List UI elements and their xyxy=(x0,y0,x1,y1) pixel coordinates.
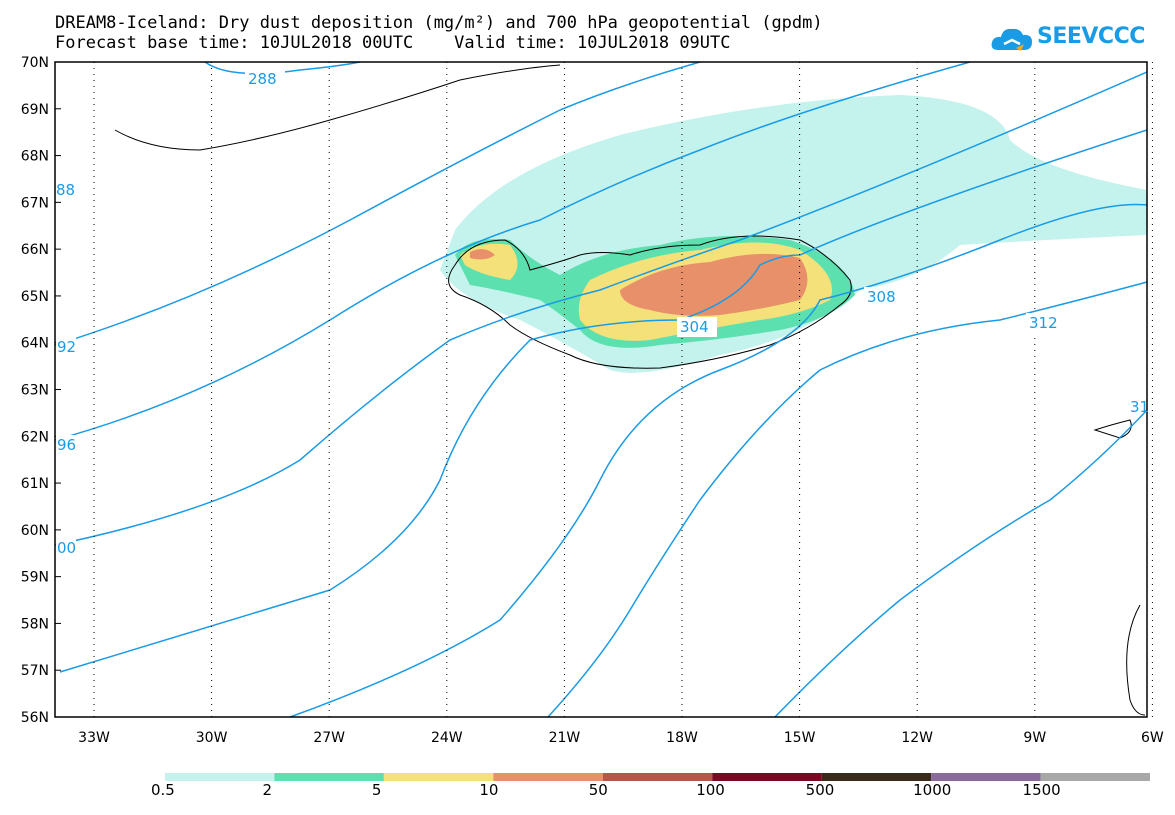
legend-swatch xyxy=(712,773,822,781)
logo-text: SEEVCCC xyxy=(1037,24,1145,49)
lat-label: 66N xyxy=(21,242,49,258)
lat-label: 58N xyxy=(21,616,49,632)
lon-label: 9W xyxy=(1023,730,1046,746)
map-title: DREAM8-Iceland: Dry dust deposition (mg/… xyxy=(55,13,823,33)
lon-label: 15W xyxy=(784,730,816,746)
legend-label: 50 xyxy=(588,781,608,799)
contour-312 xyxy=(547,281,1148,718)
lon-label: 33W xyxy=(78,730,110,746)
contour-label-292: 92 xyxy=(57,338,76,356)
lat-label: 67N xyxy=(21,195,49,211)
contour-labels: 288 304 308 312 92 96 00 88 31 xyxy=(56,69,1149,558)
legend-label: 1000 xyxy=(913,781,952,799)
lon-label: 12W xyxy=(901,730,933,746)
contour-304 xyxy=(59,129,1148,673)
legend-label: 100 xyxy=(696,781,725,799)
legend-swatch xyxy=(383,773,494,781)
legend-swatch xyxy=(165,773,275,781)
lat-label: 70N xyxy=(21,55,49,71)
legend-swatch xyxy=(493,773,603,781)
legend-label: 1500 xyxy=(1022,781,1061,799)
contour-288 xyxy=(204,61,361,75)
lat-label: 56N xyxy=(21,710,49,726)
legend-swatch xyxy=(931,773,1041,781)
contour-308 xyxy=(289,203,1148,718)
lon-label: 21W xyxy=(549,730,581,746)
lat-label: 57N xyxy=(21,663,49,679)
contour-label-288: 288 xyxy=(248,70,277,88)
lat-label: 68N xyxy=(21,149,49,165)
contour-300 xyxy=(54,71,1148,546)
contour-label-288-left: 88 xyxy=(56,181,75,199)
lon-axis: 33W 30W 27W 24W 21W 18W 15W 12W 9W 6W xyxy=(78,730,1164,746)
faroe-coast xyxy=(1093,419,1132,439)
lon-label: 24W xyxy=(431,730,463,746)
lat-label: 65N xyxy=(21,289,49,305)
map-subtitle: Forecast base time: 10JUL2018 00UTC Vali… xyxy=(55,33,731,53)
iceland-coast xyxy=(448,235,852,369)
contour-316 xyxy=(774,409,1148,718)
lon-label: 27W xyxy=(313,730,345,746)
dust-region-10 xyxy=(470,249,808,316)
lat-label: 61N xyxy=(21,476,49,492)
coastlines xyxy=(114,64,1146,716)
lat-label: 60N xyxy=(21,523,49,539)
lon-label: 18W xyxy=(666,730,698,746)
contour-292 xyxy=(54,61,701,346)
legend-label: 2 xyxy=(262,781,272,799)
lat-label: 59N xyxy=(21,570,49,586)
lat-label: 62N xyxy=(21,429,49,445)
legend-label: 0.5 xyxy=(151,781,175,799)
lat-axis: 70N 69N 68N 67N 66N 65N 64N 63N 62N 61N 60N 59N 58N 5… xyxy=(21,55,61,726)
contour-label-316: 31 xyxy=(1130,398,1149,416)
legend-swatch xyxy=(1040,773,1150,781)
geopotential-contours xyxy=(54,61,1148,718)
lat-label: 63N xyxy=(21,383,49,399)
legend-label: 10 xyxy=(479,781,499,799)
lon-label: 30W xyxy=(196,730,228,746)
lon-label: 6W xyxy=(1141,730,1164,746)
scotland-coast xyxy=(1126,604,1146,716)
legend-label: 500 xyxy=(805,781,835,799)
contour-label-312: 312 xyxy=(1029,314,1058,332)
lat-label: 69N xyxy=(21,102,49,118)
cloud-logo-icon xyxy=(991,28,1032,51)
contour-label-300: 00 xyxy=(57,539,76,557)
contour-label-304: 304 xyxy=(680,318,709,336)
legend-swatch xyxy=(274,773,384,781)
legend-swatch xyxy=(602,773,713,781)
greenland-coast xyxy=(114,64,561,151)
contour-296 xyxy=(54,61,971,441)
legend-colorbar xyxy=(165,773,1150,781)
contour-label-308: 308 xyxy=(867,288,896,306)
dust-shading xyxy=(440,95,1147,373)
contour-label-296: 96 xyxy=(57,436,76,454)
lat-label: 64N xyxy=(21,336,49,352)
legend-label: 5 xyxy=(371,781,382,799)
legend-swatch xyxy=(821,773,932,781)
